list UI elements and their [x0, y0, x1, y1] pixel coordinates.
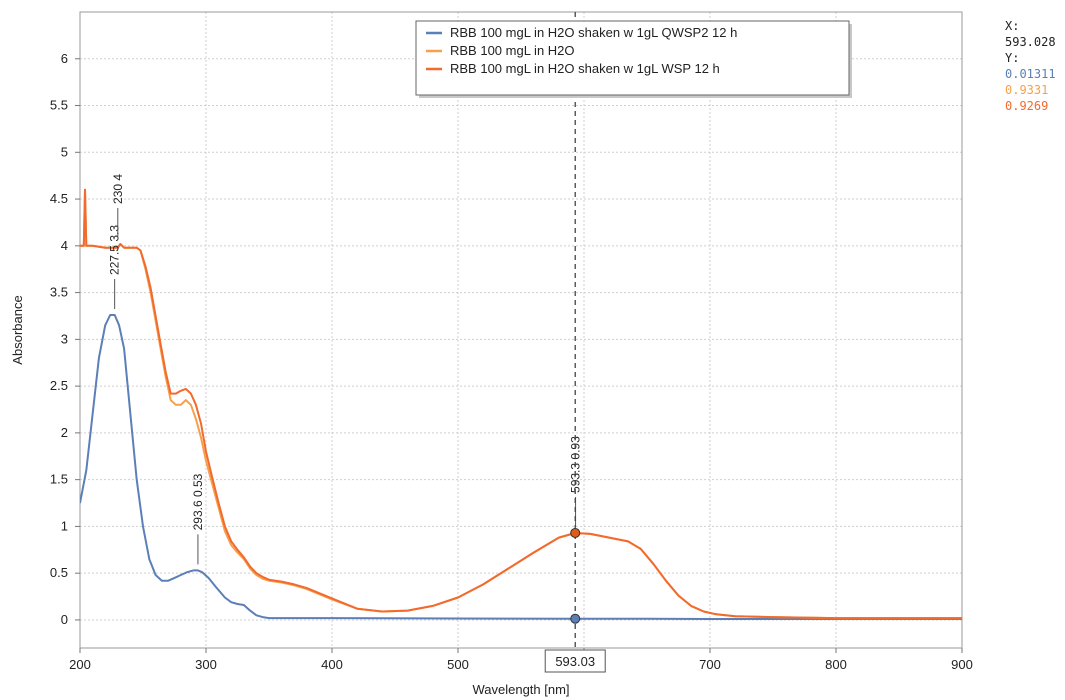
legend-label: RBB 100 mgL in H2O — [450, 43, 575, 58]
y-tick-label: 1.5 — [50, 472, 68, 487]
legend-label: RBB 100 mgL in H2O shaken w 1gL WSP 12 h — [450, 61, 720, 76]
series-line-3 — [80, 188, 962, 620]
plot-area-frame — [79, 11, 963, 649]
series-lines — [80, 188, 962, 620]
x-tick-label: 900 — [951, 657, 973, 672]
y-tick-label: 2 — [61, 425, 68, 440]
readout-y-value: 0.9331 — [1005, 83, 1048, 97]
y-tick-label: 6 — [61, 51, 68, 66]
y-axis-ticks: 0 0.5 1 1.5 2 2.5 3 3.5 4 4.5 5 5.5 6 — [50, 51, 80, 627]
peak-label: 293.6 0.53 — [191, 473, 205, 530]
readout-x-value: 593.028 — [1005, 35, 1056, 49]
cursor-x-box — [544, 649, 606, 673]
legend-box — [415, 20, 850, 96]
y-tick-label: 5.5 — [50, 98, 68, 113]
series-line-1 — [80, 314, 962, 620]
x-tick-label: 200 — [69, 657, 91, 672]
y-tick-label: 4.5 — [50, 191, 68, 206]
readout-y-value: 0.9269 — [1005, 99, 1048, 113]
legend-label: RBB 100 mgL in H2O shaken w 1gL QWSP2 12… — [450, 25, 737, 40]
readout-y-value: 0.01311 — [1005, 67, 1056, 81]
y-tick-label: 3.5 — [50, 285, 68, 300]
y-tick-label: 2.5 — [50, 378, 68, 393]
y-tick-label: 5 — [61, 144, 68, 159]
cursor-marker — [570, 527, 581, 538]
peak-label: 230 4 — [111, 174, 125, 204]
x-axis-title: Wavelength [nm] — [472, 682, 569, 697]
x-tick-label: 500 — [447, 657, 469, 672]
cursor-x-box-label: 593.03 — [555, 654, 595, 669]
x-tick-label: 800 — [825, 657, 847, 672]
y-tick-label: 3 — [61, 331, 68, 346]
y-tick-label: 0 — [61, 612, 68, 627]
y-axis-title: Absorbance — [10, 295, 25, 364]
readout-y-label: Y: — [1005, 51, 1019, 65]
peak-label: 227.5 3.3 — [108, 225, 122, 275]
series-line-2 — [80, 188, 962, 620]
legend: RBB 100 mgL in H2O shaken w 1gL QWSP2 12… — [415, 20, 852, 98]
cursor-readout: X: 593.028 Y: 0.01311 0.9331 0.9269 — [1005, 19, 1056, 113]
y-tick-label: 4 — [61, 238, 68, 253]
x-tick-label: 400 — [321, 657, 343, 672]
grid — [79, 12, 963, 648]
y-tick-label: 0.5 — [50, 565, 68, 580]
readout-x-label: X: — [1005, 19, 1019, 33]
crosshair-cursor[interactable]: 593.03 — [544, 12, 606, 673]
x-tick-label: 700 — [699, 657, 721, 672]
cursor-marker — [570, 613, 581, 624]
x-axis-ticks: 200300400500600700800900 — [69, 648, 973, 672]
y-tick-label: 1 — [61, 518, 68, 533]
x-tick-label: 300 — [195, 657, 217, 672]
